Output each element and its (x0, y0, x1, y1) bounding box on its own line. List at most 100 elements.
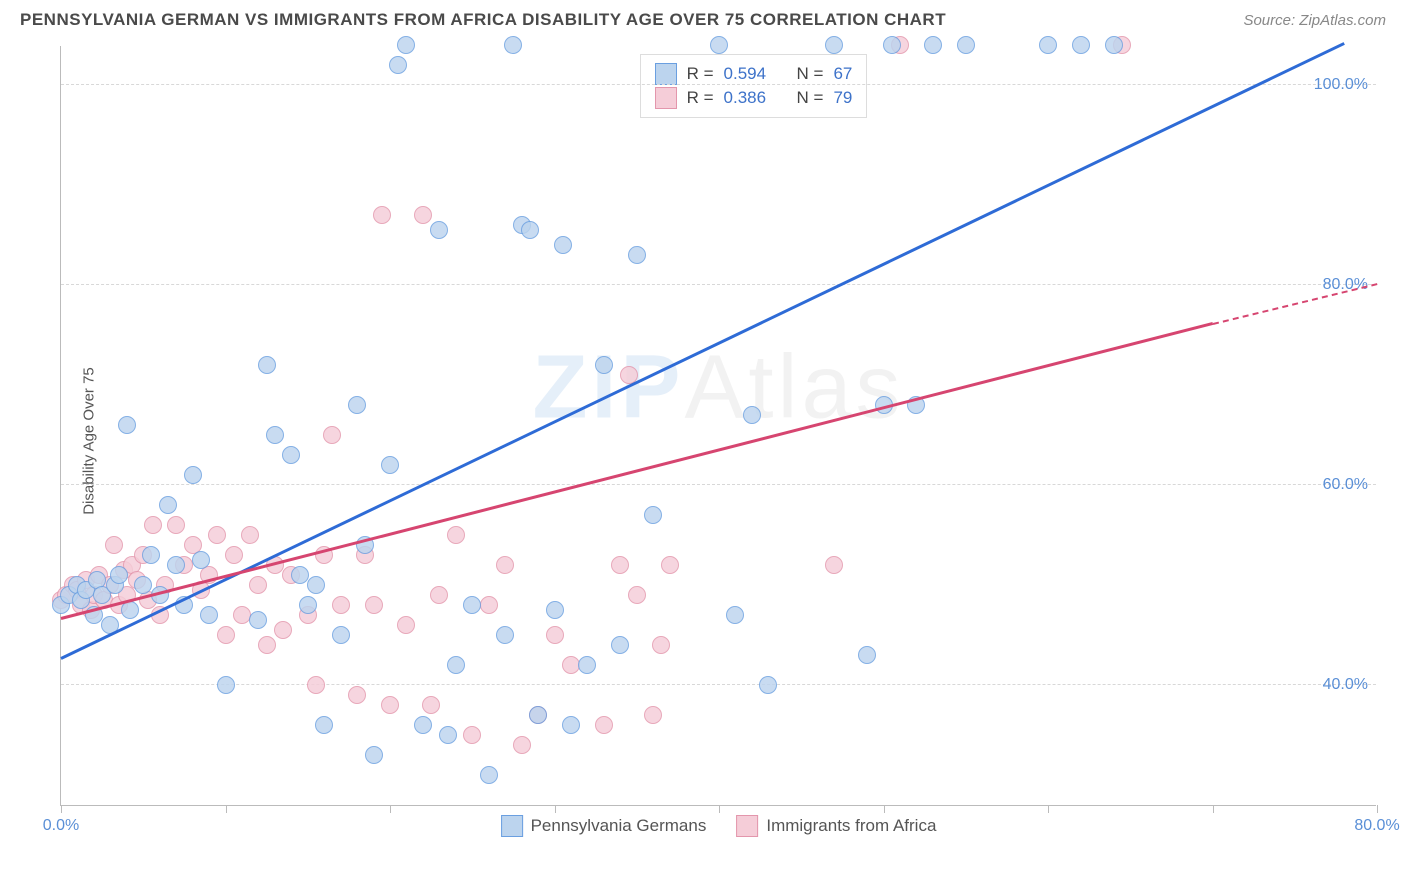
data-point (957, 36, 975, 54)
x-tick (1213, 805, 1214, 813)
data-point (480, 596, 498, 614)
legend-label-1: Pennsylvania Germans (531, 816, 707, 836)
data-point (546, 626, 564, 644)
data-point (373, 206, 391, 224)
data-point (496, 626, 514, 644)
x-tick (390, 805, 391, 813)
data-point (266, 426, 284, 444)
data-point (381, 696, 399, 714)
data-point (463, 726, 481, 744)
gridline (61, 284, 1376, 285)
data-point (414, 716, 432, 734)
x-tick (884, 805, 885, 813)
data-point (644, 506, 662, 524)
data-point (480, 766, 498, 784)
data-point (710, 36, 728, 54)
data-point (249, 576, 267, 594)
data-point (282, 446, 300, 464)
data-point (241, 526, 259, 544)
data-point (422, 696, 440, 714)
data-point (118, 416, 136, 434)
x-tick (226, 805, 227, 813)
gridline (61, 684, 1376, 685)
data-point (291, 566, 309, 584)
data-point (225, 546, 243, 564)
data-point (883, 36, 901, 54)
data-point (233, 606, 251, 624)
data-point (397, 36, 415, 54)
x-tick (61, 805, 62, 813)
x-tick-label: 0.0% (43, 817, 79, 835)
data-point (611, 636, 629, 654)
data-point (825, 556, 843, 574)
x-tick (1048, 805, 1049, 813)
correlation-legend: R = 0.594 N = 67 R = 0.386 N = 79 (640, 54, 868, 118)
gridline (61, 84, 1376, 85)
data-point (332, 596, 350, 614)
data-point (463, 596, 481, 614)
data-point (628, 586, 646, 604)
data-point (167, 516, 185, 534)
data-point (529, 706, 547, 724)
data-point (1039, 36, 1057, 54)
data-point (144, 516, 162, 534)
data-point (381, 456, 399, 474)
data-point (661, 556, 679, 574)
data-point (348, 686, 366, 704)
data-point (258, 636, 276, 654)
scatter-plot: ZIPAtlas R = 0.594 N = 67 R = 0.386 N = … (60, 46, 1376, 806)
data-point (184, 466, 202, 484)
series-legend: Pennsylvania Germans Immigrants from Afr… (501, 815, 937, 837)
data-point (562, 716, 580, 734)
data-point (365, 596, 383, 614)
data-point (258, 356, 276, 374)
data-point (496, 556, 514, 574)
data-point (726, 606, 744, 624)
x-tick-label: 80.0% (1354, 817, 1399, 835)
trend-line (1212, 283, 1377, 325)
data-point (759, 676, 777, 694)
data-point (315, 716, 333, 734)
data-point (447, 526, 465, 544)
data-point (348, 396, 366, 414)
data-point (134, 576, 152, 594)
data-point (299, 596, 317, 614)
data-point (644, 706, 662, 724)
data-point (858, 646, 876, 664)
data-point (439, 726, 457, 744)
data-point (208, 526, 226, 544)
data-point (110, 566, 128, 584)
data-point (1105, 36, 1123, 54)
data-point (595, 356, 613, 374)
data-point (274, 621, 292, 639)
data-point (217, 626, 235, 644)
data-point (323, 426, 341, 444)
data-point (192, 551, 210, 569)
data-point (652, 636, 670, 654)
data-point (546, 601, 564, 619)
data-point (924, 36, 942, 54)
data-point (513, 736, 531, 754)
data-point (332, 626, 350, 644)
data-point (389, 56, 407, 74)
source-label: Source: ZipAtlas.com (1243, 12, 1386, 29)
x-tick (555, 805, 556, 813)
data-point (217, 676, 235, 694)
data-point (249, 611, 267, 629)
data-point (743, 406, 761, 424)
data-point (430, 221, 448, 239)
data-point (365, 746, 383, 764)
data-point (307, 676, 325, 694)
y-tick-label: 100.0% (1314, 76, 1368, 94)
legend-label-2: Immigrants from Africa (766, 816, 936, 836)
data-point (1072, 36, 1090, 54)
data-point (414, 206, 432, 224)
data-point (611, 556, 629, 574)
data-point (504, 36, 522, 54)
y-tick-label: 40.0% (1323, 676, 1368, 694)
x-tick (719, 805, 720, 813)
data-point (142, 546, 160, 564)
data-point (447, 656, 465, 674)
watermark: ZIPAtlas (532, 336, 904, 439)
data-point (595, 716, 613, 734)
